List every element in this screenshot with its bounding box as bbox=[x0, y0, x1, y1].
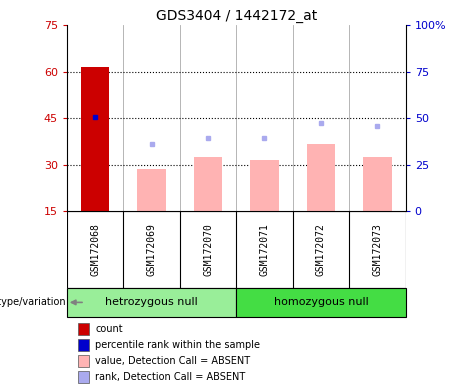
Title: GDS3404 / 1442172_at: GDS3404 / 1442172_at bbox=[156, 8, 317, 23]
Bar bbox=[67, 288, 236, 317]
Text: homozygous null: homozygous null bbox=[273, 297, 368, 308]
Text: hetrozygous null: hetrozygous null bbox=[105, 297, 198, 308]
Text: GSM172073: GSM172073 bbox=[372, 223, 383, 276]
Text: rank, Detection Call = ABSENT: rank, Detection Call = ABSENT bbox=[95, 372, 246, 382]
Bar bbox=[363, 157, 391, 211]
Text: GSM172071: GSM172071 bbox=[260, 223, 270, 276]
Text: genotype/variation: genotype/variation bbox=[0, 297, 66, 308]
Text: percentile rank within the sample: percentile rank within the sample bbox=[95, 340, 260, 350]
Text: GSM172069: GSM172069 bbox=[147, 223, 157, 276]
Bar bbox=[81, 67, 109, 211]
Bar bbox=[78, 339, 89, 351]
Text: value, Detection Call = ABSENT: value, Detection Call = ABSENT bbox=[95, 356, 250, 366]
Bar bbox=[194, 157, 222, 211]
Bar bbox=[78, 323, 89, 335]
Bar bbox=[236, 288, 406, 317]
Bar bbox=[307, 144, 335, 211]
Bar bbox=[250, 160, 278, 211]
Bar bbox=[78, 355, 89, 367]
Bar bbox=[137, 169, 165, 211]
Bar bbox=[78, 371, 89, 383]
Text: GSM172072: GSM172072 bbox=[316, 223, 326, 276]
Text: GSM172068: GSM172068 bbox=[90, 223, 100, 276]
Text: GSM172070: GSM172070 bbox=[203, 223, 213, 276]
Text: count: count bbox=[95, 324, 123, 334]
